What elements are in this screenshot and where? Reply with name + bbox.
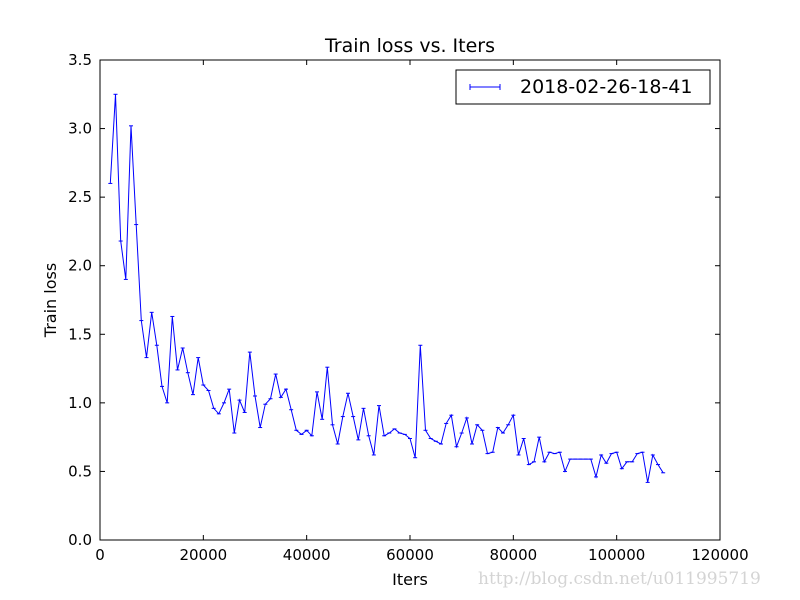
y-tick-label: 3.5 xyxy=(68,51,92,69)
x-tick-label: 0 xyxy=(95,546,105,564)
x-axis-label: Iters xyxy=(392,570,428,589)
y-tick-label: 2.0 xyxy=(68,257,92,275)
y-axis-label: Train loss xyxy=(41,263,60,338)
y-tick-label: 0.0 xyxy=(68,531,92,549)
x-tick-label: 100000 xyxy=(588,546,645,564)
watermark: http://blog.csdn.net/u011995719 xyxy=(478,569,761,589)
y-tick-label: 0.5 xyxy=(68,462,92,480)
y-tick-label: 1.0 xyxy=(68,394,92,412)
y-tick-label: 3.0 xyxy=(68,120,92,138)
legend-box xyxy=(455,69,711,105)
x-tick-label: 20000 xyxy=(179,546,227,564)
legend-label: 2018-02-26-18-41 xyxy=(520,76,692,98)
legend: 2018-02-26-18-41 xyxy=(455,69,711,105)
x-tick-label: 40000 xyxy=(283,546,331,564)
x-tick-label: 60000 xyxy=(386,546,434,564)
x-tick-label: 120000 xyxy=(691,546,748,564)
y-tick-label: 2.5 xyxy=(68,188,92,206)
series-line-group xyxy=(108,93,666,483)
ticks-group: 0 20000 40000 60000 80000 100000 120000 0.0 0.5 1… xyxy=(68,51,748,564)
x-tick-label: 80000 xyxy=(489,546,537,564)
y-tick-label: 1.5 xyxy=(68,325,92,343)
chart-title: Train loss vs. Iters xyxy=(324,35,495,57)
